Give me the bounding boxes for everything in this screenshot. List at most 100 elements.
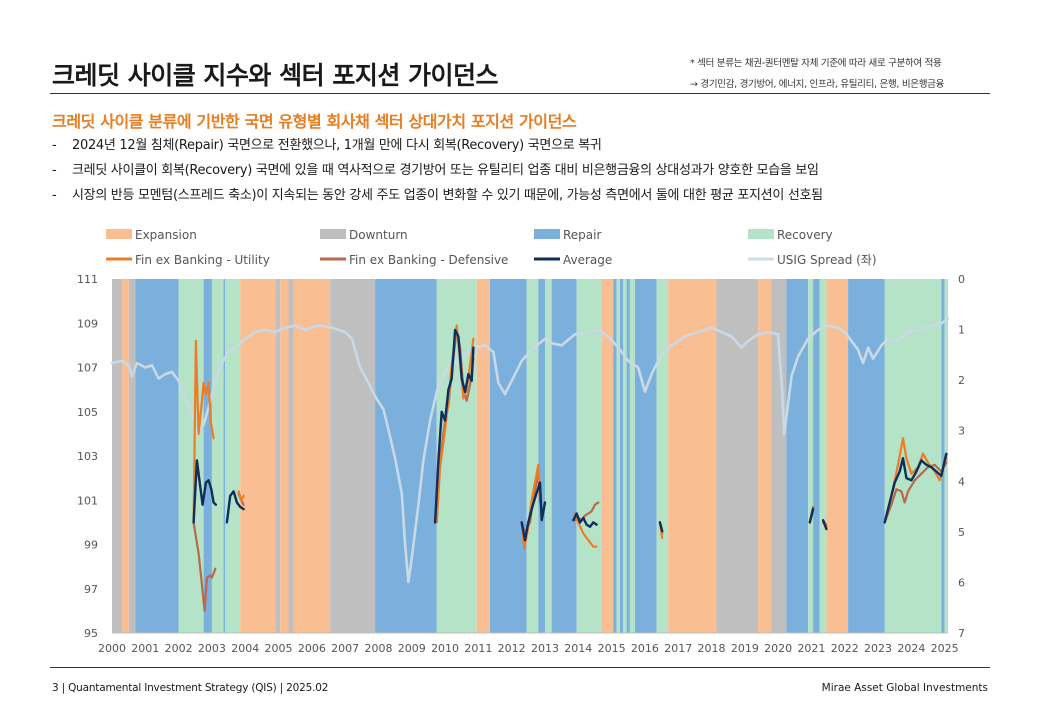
phase-band [225, 279, 241, 633]
phase-band [758, 279, 772, 633]
left-axis-tick-label: 103 [77, 450, 98, 463]
sector-list-note: → 경기민감, 경기방어, 에너지, 인프라, 유틸리티, 은행, 비은행금융 [690, 79, 945, 90]
phase-band [626, 279, 630, 633]
phase-band [819, 279, 827, 633]
phase-band [330, 279, 376, 633]
series-line [520, 463, 542, 550]
phase-band [203, 279, 212, 633]
phase-band [211, 279, 224, 633]
phase-band [135, 279, 179, 633]
phase-band [619, 279, 624, 633]
phase-band [616, 279, 620, 633]
series-line [237, 490, 245, 502]
phase-band [668, 279, 717, 633]
left-axis-tick-label: 109 [77, 317, 98, 330]
x-axis-tick-label: 2003 [198, 642, 226, 655]
bullet-item: - 시장의 반등 모멘텀(스프레드 축소)이 지속되는 동안 강세 주도 업종이 … [52, 188, 823, 203]
sector-note: * 섹터 분류는 채권-퀀터멘탈 자체 기준에 따라 새로 구분하여 적용 [690, 58, 942, 69]
x-axis-tick-label: 2024 [897, 642, 925, 655]
phase-band [576, 279, 602, 633]
x-axis-tick-label: 2019 [731, 642, 759, 655]
x-axis-tick-label: 2018 [698, 642, 726, 655]
right-axis-tick-label: 3 [958, 425, 965, 438]
legend-label: Fin ex Banking - Utility [135, 253, 270, 267]
bullet-list: -2024년 12월 침체(Repair) 국면으로 전환했으나, 1개월 만에… [52, 138, 823, 213]
bullet-item: -2024년 12월 침체(Repair) 국면으로 전환했으나, 1개월 만에… [52, 138, 602, 153]
series-line [883, 437, 948, 524]
x-axis-tick-label: 2013 [531, 642, 559, 655]
x-axis-tick-label: 2025 [931, 642, 959, 655]
x-axis-tick-label: 2016 [631, 642, 659, 655]
x-axis-tick-label: 2014 [564, 642, 592, 655]
series-line [192, 459, 218, 524]
legend-label: Fin ex Banking - Defensive [349, 253, 508, 267]
phase-band [476, 279, 491, 633]
x-axis-tick-label: 2009 [398, 642, 426, 655]
phase-band [121, 279, 129, 633]
header-divider [50, 93, 990, 94]
series-line [110, 317, 950, 584]
series-line [433, 328, 475, 524]
x-axis-tick-label: 2010 [431, 642, 459, 655]
series-line [572, 512, 598, 528]
phase-band [629, 279, 635, 633]
phase-band [293, 279, 331, 633]
phase-band [786, 279, 809, 633]
x-axis-tick-label: 2012 [498, 642, 526, 655]
phase-band [613, 279, 617, 633]
phase-band [223, 279, 226, 633]
phase-band [771, 279, 787, 633]
legend-label: Expansion [135, 228, 197, 242]
x-axis-tick-label: 2020 [764, 642, 792, 655]
series-line [225, 490, 245, 524]
phase-band [601, 279, 614, 633]
right-axis-tick-label: 7 [958, 627, 965, 640]
series-lines [110, 317, 950, 612]
bullet-item: - 크레딧 사이클이 회복(Recovery) 국면에 있을 때 역사적으로 경기… [52, 163, 819, 178]
phase-band [275, 279, 281, 633]
phase-band [375, 279, 437, 633]
x-axis-tick-label: 2015 [598, 642, 626, 655]
series-line [520, 481, 547, 542]
phase-band [526, 279, 539, 633]
legend-label: Repair [563, 228, 601, 242]
phase-band [656, 279, 669, 633]
phase-band [826, 279, 849, 633]
right-axis-tick-label: 6 [958, 576, 965, 589]
right-axis-tick-label: 2 [958, 374, 965, 387]
section-subtitle: 크레딧 사이클 분류에 기반한 국면 유형별 회사채 섹터 상대가치 포지션 가… [52, 112, 577, 131]
x-axis-tick-label: 2021 [797, 642, 825, 655]
phase-band [112, 279, 122, 633]
phase-band [884, 279, 942, 633]
x-axis-tick-label: 2022 [831, 642, 859, 655]
left-axis-tick-label: 95 [84, 627, 98, 640]
series-line [883, 461, 948, 524]
x-axis-tick-label: 2011 [464, 642, 492, 655]
phase-band [280, 279, 289, 633]
series-line [821, 519, 828, 531]
page-title: 크레딧 사이클 지수와 섹터 포지션 가이던스 [52, 61, 499, 90]
x-axis-tick-label: 2005 [265, 642, 293, 655]
phase-band [941, 279, 945, 633]
legend-label: USIG Spread (좌) [777, 253, 877, 267]
footer-left: 3 | Quantamental Investment Strategy (QI… [52, 682, 329, 694]
right-axis-tick-label: 4 [958, 475, 965, 488]
series-line [192, 339, 215, 524]
left-axis-tick-label: 107 [77, 362, 98, 375]
legend-label: Average [563, 253, 612, 267]
series-line [883, 452, 948, 524]
phase-band [808, 279, 814, 633]
legend-swatch [106, 229, 132, 239]
right-axis-tick-label: 0 [958, 273, 965, 286]
phase-band [288, 279, 294, 633]
footer-company: Mirae Asset Global Investments [821, 682, 988, 694]
left-axis-tick-label: 99 [84, 539, 98, 552]
phase-bands [112, 279, 948, 633]
legend-label: Recovery [777, 228, 833, 242]
x-axis-tick-label: 2008 [364, 642, 392, 655]
legend-swatch [320, 229, 346, 239]
phase-band [538, 279, 545, 633]
phase-band [551, 279, 577, 633]
series-line [808, 507, 815, 524]
legend-swatch [534, 229, 560, 239]
